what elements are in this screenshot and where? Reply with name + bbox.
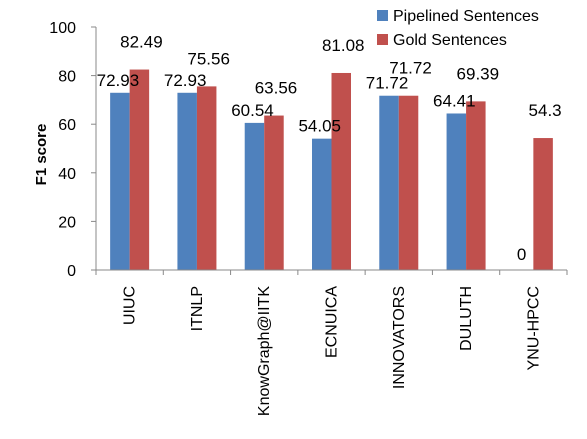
x-axis-ticks: [95, 270, 568, 275]
data-label: 63.56: [255, 79, 298, 98]
bar: [466, 101, 486, 271]
bar: [533, 138, 553, 270]
y-tick-label: 60: [58, 117, 76, 134]
bar: [379, 95, 399, 270]
legend: Pipelined Sentences Gold Sentences: [377, 8, 539, 49]
data-label: 0: [517, 245, 526, 264]
y-axis-label: F1 score: [33, 124, 50, 186]
bar: [331, 72, 351, 270]
y-tick-label: 0: [67, 263, 76, 280]
data-label: 71.72: [389, 59, 432, 78]
data-label: 72.93: [164, 71, 207, 90]
category-label: ECNUICA: [324, 286, 341, 358]
bar: [312, 138, 332, 270]
data-label: 54.05: [298, 117, 341, 136]
category-label: ITNLP: [189, 286, 206, 331]
bar: [244, 122, 265, 270]
bar: [110, 92, 130, 271]
bar: [129, 69, 150, 270]
bar: [446, 113, 467, 270]
data-label: 75.56: [187, 49, 230, 68]
bar: [398, 95, 419, 270]
data-label: 60.54: [231, 101, 274, 120]
y-tick-label: 20: [58, 214, 76, 231]
y-axis-ticks: 0 20 40 60 80 100: [49, 20, 96, 280]
category-label: INNOVATORS: [391, 286, 408, 389]
legend-entry: Pipelined Sentences: [393, 8, 539, 25]
category-label: UIUC: [122, 286, 139, 325]
bar: [177, 92, 197, 271]
data-label: 64.41: [433, 91, 476, 110]
y-tick-label: 80: [58, 69, 76, 86]
data-label: 71.72: [366, 74, 409, 93]
category-label: KnowGraph@IITK: [256, 286, 273, 416]
category-labels: UIUC ITNLP KnowGraph@IITK ECNUICA INNOVATORS…: [122, 286, 543, 416]
data-label: 54.3: [529, 101, 562, 120]
bar: [264, 115, 284, 271]
y-tick-label: 100: [49, 20, 76, 37]
bars: [110, 69, 553, 271]
legend-entry: Gold Sentences: [393, 32, 507, 49]
category-label: YNU-HPCC: [525, 286, 542, 370]
data-label: 82.49: [120, 33, 163, 52]
category-label: DULUTH: [458, 286, 475, 351]
data-label: 69.39: [457, 64, 500, 83]
data-label: 81.08: [322, 36, 365, 55]
bar: [196, 86, 217, 271]
legend-swatch: [377, 10, 388, 21]
data-labels: 72.93 72.9360.5454.0571.7264.41082.4975.5…: [97, 33, 562, 264]
data-label: 72.93: [97, 71, 140, 90]
legend-swatch: [377, 34, 388, 45]
y-tick-label: 40: [58, 166, 76, 183]
